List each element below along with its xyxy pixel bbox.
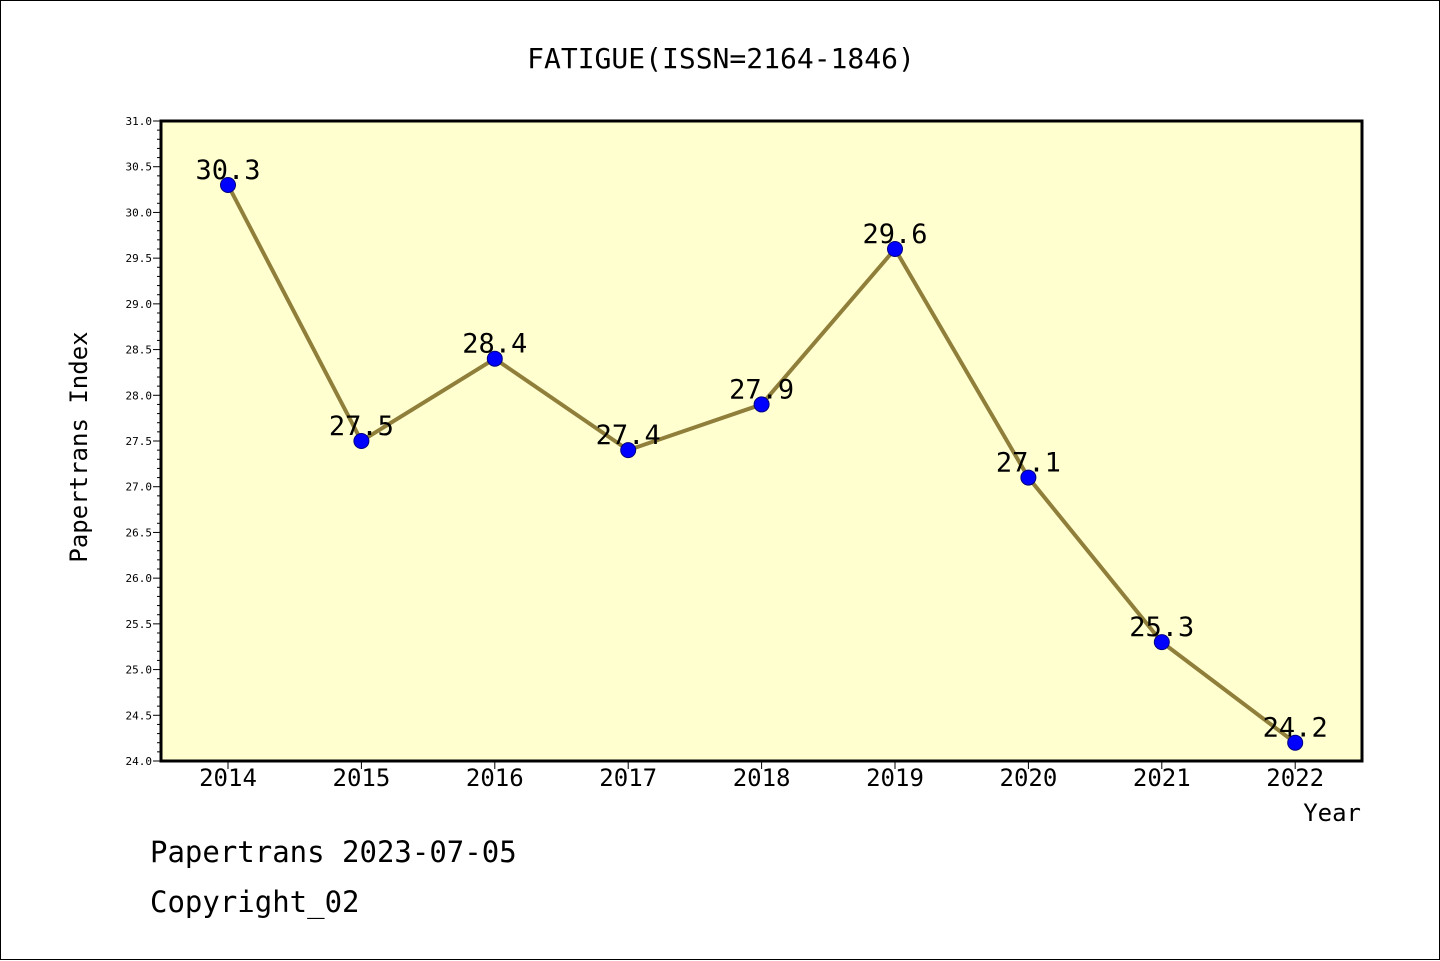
y-tick-label: 31.0: [126, 115, 153, 128]
y-tick-label: 26.5: [126, 526, 153, 539]
data-label: 28.4: [462, 329, 527, 360]
y-tick-label: 30.0: [126, 206, 153, 219]
data-label: 27.9: [729, 374, 794, 405]
y-tick-label: 28.0: [126, 389, 153, 402]
y-tick-label: 28.5: [126, 344, 153, 357]
x-tick-label: 2017: [599, 764, 657, 792]
footer-date: Papertrans 2023-07-05: [150, 835, 517, 869]
data-label: 25.3: [1129, 612, 1194, 643]
x-tick-label: 2014: [199, 764, 257, 792]
y-tick-label: 24.0: [126, 755, 153, 768]
data-label: 27.4: [596, 420, 661, 451]
y-axis-label: Papertrans Index: [65, 331, 93, 562]
y-tick-label: 26.0: [126, 572, 153, 585]
data-label: 30.3: [195, 155, 260, 186]
x-tick-label: 2020: [1000, 764, 1058, 792]
data-point: [353, 433, 370, 449]
x-tick-label: 2018: [733, 764, 791, 792]
data-label: 24.2: [1263, 713, 1328, 744]
data-point: [1153, 634, 1170, 651]
y-tick-label: 25.5: [126, 618, 153, 631]
data-label: 27.1: [996, 448, 1061, 479]
footer-copyright: Copyright_02: [150, 885, 360, 919]
x-tick-label: 2015: [333, 764, 391, 792]
y-tick-label: 24.5: [126, 709, 153, 722]
x-tick-label: 2019: [866, 764, 924, 792]
data-label: 29.6: [862, 219, 927, 250]
data-point: [887, 241, 903, 257]
data-point: [753, 396, 770, 413]
x-axis-ticks: 2014 2015 2016 2017 2018 2019 2020 2021 2022: [199, 761, 1324, 792]
chart-title: FATIGUE(ISSN=2164-1846): [527, 42, 915, 75]
data-point: [1287, 734, 1304, 751]
x-tick-label: 2021: [1133, 764, 1191, 792]
y-axis-ticks: 24.0 24.5 25.0 25.5 26.0 26.5 27.0 27.5 28.0 28.5…: [126, 115, 161, 768]
x-axis-label: Year: [1303, 799, 1361, 827]
data-point: [220, 177, 236, 193]
y-tick-label: 29.5: [126, 252, 153, 265]
series-layer: 30.3 27.5 28.4 27.4 27.9 29.6 27.1 25.3 24.2: [195, 155, 1328, 751]
plot-border: [159, 119, 1364, 763]
data-point: [486, 350, 503, 367]
x-tick-label: 2022: [1266, 764, 1324, 792]
data-point: [1020, 469, 1037, 486]
data-point: [620, 442, 637, 459]
y-tick-label: 27.0: [126, 481, 153, 494]
data-label: 27.5: [329, 411, 394, 442]
x-tick-label: 2016: [466, 764, 524, 792]
y-tick-label: 25.0: [126, 664, 153, 677]
y-tick-label: 30.5: [126, 161, 153, 174]
y-tick-label: 29.0: [126, 298, 153, 311]
y-tick-label: 27.5: [126, 435, 153, 448]
